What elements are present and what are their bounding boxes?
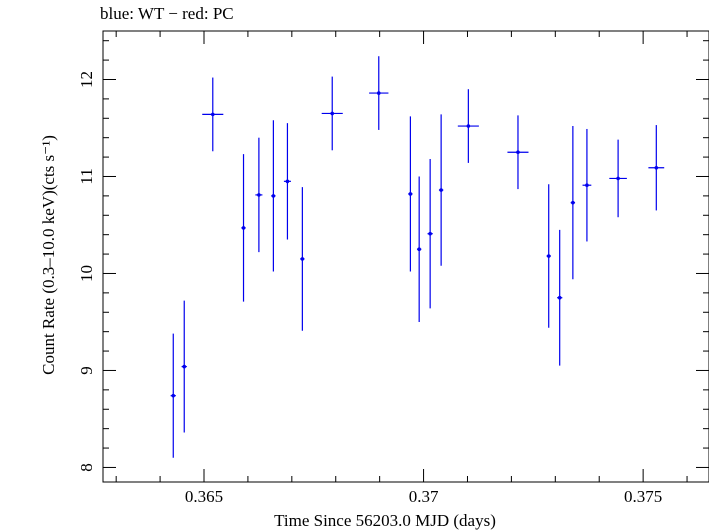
point-marker	[171, 393, 176, 398]
x-tick-label: 0.37	[409, 487, 439, 506]
y-tick-label: 12	[77, 71, 96, 88]
point-marker	[330, 111, 335, 116]
point-marker	[428, 231, 432, 236]
plot-frame	[102, 30, 709, 483]
y-axis-tick-labels: 8 9 10 11 12	[77, 71, 96, 472]
point-marker	[182, 364, 187, 369]
x-axis-tick-labels: 0.365 0.37 0.375	[185, 487, 662, 506]
point-marker	[376, 91, 381, 95]
point-marker	[616, 176, 620, 181]
data-point	[438, 114, 444, 266]
data-points	[170, 56, 665, 458]
y-tick-label: 9	[77, 366, 96, 375]
x-tick-label: 0.365	[185, 487, 223, 506]
data-point	[271, 120, 276, 272]
y-axis-ticks	[103, 40, 709, 468]
data-point	[570, 126, 576, 280]
point-marker	[408, 192, 413, 196]
data-point	[416, 176, 422, 322]
point-marker	[417, 247, 421, 252]
y-tick-label: 10	[77, 265, 96, 282]
point-marker	[439, 188, 443, 192]
point-marker	[241, 226, 246, 230]
point-marker	[585, 183, 589, 188]
data-point	[408, 116, 413, 272]
data-point	[648, 125, 665, 211]
data-point	[369, 56, 389, 130]
x-tick-label: 0.375	[624, 487, 662, 506]
data-point	[427, 159, 433, 309]
point-marker	[466, 124, 471, 128]
data-point	[255, 137, 263, 253]
chart-title: blue: WT − red: PC	[100, 4, 234, 23]
point-marker	[210, 112, 215, 117]
data-point	[283, 123, 291, 240]
data-point	[609, 139, 627, 218]
x-axis-title: Time Since 56203.0 MJD (days)	[274, 511, 496, 530]
data-point	[181, 300, 187, 433]
point-marker	[271, 194, 276, 198]
point-marker	[654, 165, 659, 170]
point-marker	[546, 254, 551, 258]
data-point	[582, 128, 592, 242]
y-tick-label: 11	[77, 168, 96, 184]
x-axis-ticks	[115, 31, 688, 482]
point-marker	[257, 193, 261, 197]
data-point	[300, 187, 305, 331]
data-point	[557, 229, 563, 366]
data-point	[457, 89, 479, 163]
point-marker	[516, 150, 520, 155]
data-point	[321, 76, 343, 151]
y-tick-label: 8	[77, 463, 96, 472]
data-point	[170, 333, 176, 458]
data-point	[546, 184, 551, 328]
data-point	[507, 115, 529, 190]
point-marker	[571, 200, 575, 205]
point-marker	[300, 257, 305, 261]
y-axis-title: Count Rate (0.3–10.0 keV)(cts s⁻¹)	[39, 135, 58, 375]
data-point	[202, 77, 224, 152]
data-point	[241, 154, 246, 302]
point-marker	[285, 179, 290, 184]
point-marker	[557, 295, 562, 300]
